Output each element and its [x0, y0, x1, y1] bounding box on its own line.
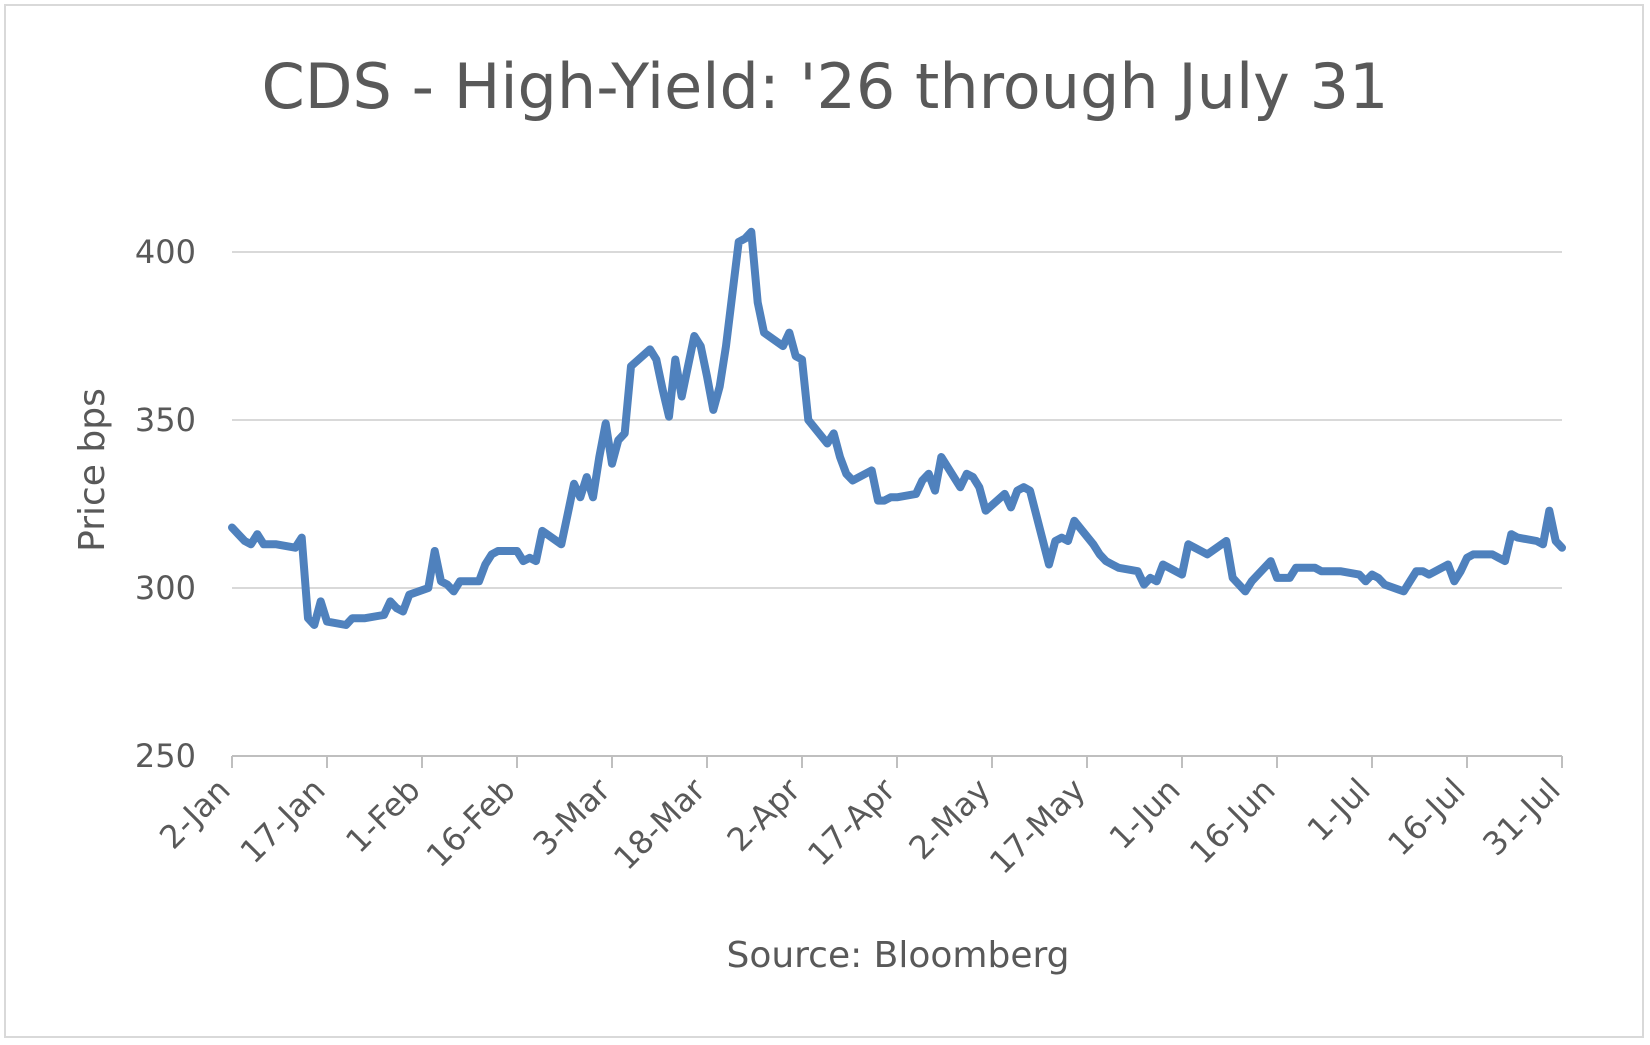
- x-tick-label: 3-Mar: [526, 770, 619, 863]
- x-tick-label: 16-Jul: [1380, 771, 1472, 863]
- x-axis: [231, 755, 1563, 768]
- x-tick-label: 17-Apr: [800, 770, 903, 873]
- x-tick-label: 17-Jan: [233, 771, 333, 871]
- x-tick-label: 16-Feb: [419, 771, 523, 875]
- x-tick-label: 1-Jul: [1300, 771, 1378, 849]
- x-tick-label: 1-Feb: [338, 771, 427, 860]
- gridlines: [232, 251, 1562, 589]
- x-axis-title: Source: Bloomberg: [726, 935, 1069, 976]
- x-tick-label: 31-Jul: [1475, 771, 1567, 863]
- y-tick-label: 350: [135, 401, 196, 439]
- x-tick-label: 18-Mar: [606, 770, 713, 877]
- x-tick-label: 17-May: [982, 771, 1093, 882]
- x-tick-label: 2-Jan: [152, 771, 238, 857]
- x-tick-label: 1-Jun: [1102, 771, 1188, 857]
- x-tick-label: 2-Apr: [720, 770, 809, 859]
- x-tick-label: 16-Jun: [1182, 771, 1282, 871]
- chart-title: CDS - High-Yield: '26 through July 31: [262, 50, 1389, 123]
- chart-frame: [4, 4, 1644, 1038]
- series-line: [228, 227, 1566, 629]
- y-axis-tick-labels: 250 300 350 400: [135, 233, 196, 775]
- y-tick-label: 400: [135, 233, 196, 271]
- y-axis-title: Price bps: [72, 388, 113, 552]
- y-tick-label: 250: [135, 737, 196, 775]
- y-tick-label: 300: [135, 569, 196, 607]
